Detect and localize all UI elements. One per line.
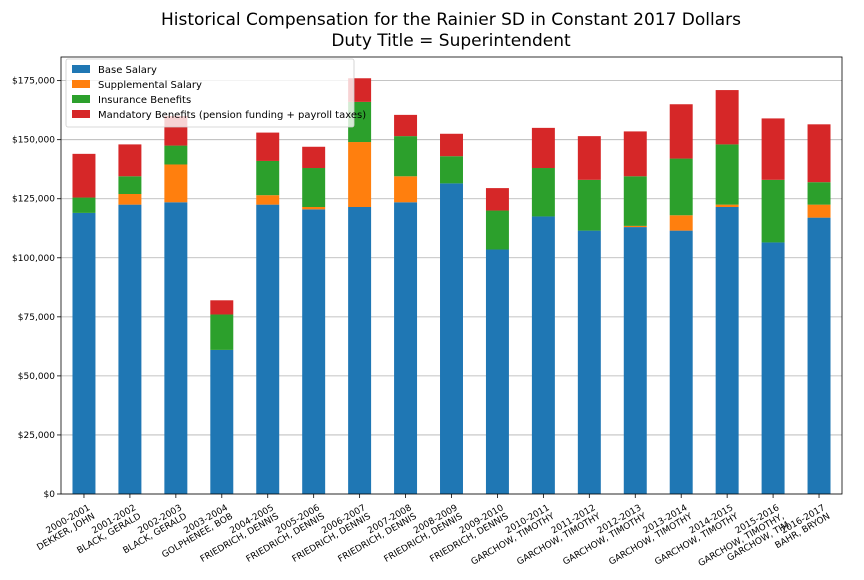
- bar-segment: [348, 142, 372, 207]
- y-tick-label: $0: [44, 490, 56, 500]
- bar-segment: [348, 206, 372, 494]
- bar-segment: [715, 90, 739, 145]
- legend-swatch: [72, 110, 90, 118]
- y-tick-label: $125,000: [12, 195, 55, 205]
- bar-segment: [118, 144, 142, 177]
- bar-segment: [807, 124, 831, 183]
- legend-label: Base Salary: [98, 65, 157, 76]
- y-tick-label: $100,000: [12, 254, 55, 264]
- bar-segment: [669, 104, 693, 159]
- y-tick-label: $50,000: [18, 372, 55, 382]
- bar-segment: [577, 179, 601, 231]
- bar-segment: [577, 230, 601, 495]
- bars: [72, 78, 831, 495]
- bar-segment: [302, 168, 326, 207]
- bar-segment: [485, 188, 509, 211]
- bar-segment: [72, 212, 96, 494]
- y-axis: $0 $25,000 $50,000 $75,000 $100,000 $125,000 $…: [12, 77, 61, 500]
- bar-segment: [761, 242, 785, 494]
- bar-segment: [118, 194, 142, 205]
- bar-segment: [256, 132, 280, 161]
- bar-segment: [623, 131, 647, 177]
- bar-segment: [164, 164, 188, 203]
- y-tick-label: $25,000: [18, 431, 55, 441]
- bar-segment: [164, 145, 188, 165]
- bar-segment: [394, 176, 418, 203]
- legend-label: Supplemental Salary: [98, 80, 202, 91]
- bar-segment: [302, 146, 326, 169]
- bar-segment: [210, 349, 234, 494]
- legend: Base Salary Supplemental Salary Insurance …: [65, 58, 366, 128]
- chart-subtitle: Duty Title = Superintendent: [331, 31, 571, 51]
- bar-segment: [256, 204, 280, 494]
- bar-segment: [761, 118, 785, 180]
- bar-segment: [531, 216, 555, 494]
- bar-segment: [394, 202, 418, 494]
- legend-swatch: [72, 95, 90, 103]
- bar-segment: [256, 160, 280, 196]
- bar-segment: [394, 114, 418, 137]
- legend-swatch: [72, 80, 90, 88]
- bar-segment: [485, 210, 509, 250]
- chart-title: Historical Compensation for the Rainier …: [161, 10, 741, 30]
- legend-box: [65, 58, 355, 128]
- bar-segment: [531, 127, 555, 169]
- bar-segment: [623, 227, 647, 494]
- bar-segment: [715, 144, 739, 205]
- bar-segment: [761, 179, 785, 243]
- bar-segment: [118, 204, 142, 494]
- bar-segment: [394, 136, 418, 177]
- bar-segment: [577, 136, 601, 180]
- legend-label: Insurance Benefits: [98, 95, 191, 106]
- bar-segment: [440, 183, 463, 494]
- bar-segment: [669, 215, 693, 231]
- bar-segment: [440, 156, 463, 184]
- bar-segment: [807, 217, 831, 495]
- bar-segment: [72, 153, 96, 198]
- bar-segment: [210, 300, 234, 315]
- legend-swatch: [72, 65, 90, 73]
- bar-segment: [807, 204, 831, 218]
- bar-segment: [210, 314, 234, 350]
- bar-segment: [715, 204, 739, 207]
- bar-segment: [669, 158, 693, 216]
- bar-segment: [118, 176, 142, 195]
- bar-segment: [669, 230, 693, 495]
- bar-segment: [623, 225, 647, 228]
- bar-segment: [807, 182, 831, 205]
- y-tick-label: $175,000: [12, 77, 55, 87]
- legend-label: Mandatory Benefits (pension funding + pa…: [98, 110, 366, 121]
- bar-segment: [440, 133, 463, 157]
- bar-segment: [715, 206, 739, 494]
- bar-segment: [302, 209, 326, 494]
- y-tick-label: $75,000: [18, 313, 55, 323]
- bar-segment: [531, 168, 555, 217]
- y-tick-label: $150,000: [12, 136, 55, 146]
- bar-segment: [256, 195, 280, 205]
- bar-segment: [485, 249, 509, 494]
- bar-segment: [164, 202, 188, 494]
- bar-segment: [72, 197, 96, 213]
- bar-segment: [623, 176, 647, 226]
- bar-segment: [302, 206, 326, 210]
